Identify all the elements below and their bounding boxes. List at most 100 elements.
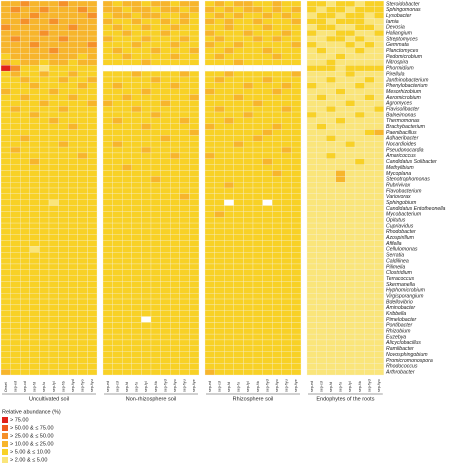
heatmap-cell (68, 222, 78, 230)
heatmap-cell (141, 141, 152, 148)
heatmap-cell (58, 275, 69, 282)
heatmap-cell (112, 70, 123, 78)
heatmap-cell (58, 59, 69, 66)
heatmap-cell (252, 94, 263, 101)
heatmap-cell (374, 205, 384, 212)
heatmap-cell (262, 53, 273, 60)
heatmap-cell (291, 217, 302, 224)
row-label: Ramlibacter (386, 346, 414, 352)
heatmap-cell (189, 100, 200, 107)
heatmap-cell (160, 217, 171, 224)
row-label: Arthrobacter (385, 369, 415, 375)
row-label: Lysobacter (386, 13, 412, 19)
heatmap-cell (150, 70, 161, 78)
heatmap-cell (189, 339, 200, 346)
heatmap-cell (243, 59, 254, 66)
heatmap-cell (102, 146, 113, 154)
heatmap-cell (150, 357, 161, 364)
row-label: Pimelobacter (386, 317, 417, 323)
heatmap-cell (243, 217, 254, 224)
heatmap-cell (150, 351, 161, 358)
heatmap-cell (214, 316, 225, 323)
heatmap-cell (345, 0, 356, 7)
heatmap-cell (291, 65, 302, 72)
heatmap-cell (252, 246, 263, 253)
heatmap-cell (354, 339, 365, 346)
heatmap-cell (68, 24, 78, 31)
heatmap-cell (39, 298, 50, 306)
heatmap-cell (281, 123, 292, 130)
heatmap-cell (77, 205, 88, 212)
heatmap-cell (58, 322, 69, 329)
heatmap-cell (141, 287, 152, 294)
heatmap-cell (281, 88, 292, 95)
heatmap-cell (141, 217, 152, 224)
heatmap-cell (87, 30, 98, 37)
heatmap-cell (243, 310, 254, 317)
heatmap-cell (48, 76, 59, 83)
heatmap-cell (243, 106, 254, 113)
heatmap-cell (102, 310, 113, 317)
heatmap-cell (291, 199, 302, 206)
heatmap-cell (224, 369, 234, 376)
heatmap-cell (48, 123, 59, 130)
heatmap-cell (326, 234, 336, 241)
row-label: Bdellovibrio (386, 299, 413, 305)
heatmap-cell (354, 240, 365, 247)
heatmap-cell (306, 135, 317, 142)
heatmap-cell (243, 275, 254, 282)
heatmap-cell (214, 322, 225, 329)
heatmap-cell (141, 129, 152, 136)
heatmap-cell (102, 275, 113, 282)
heatmap-cell (335, 257, 346, 265)
heatmap-cell (87, 158, 98, 165)
heatmap-cell (150, 269, 161, 276)
heatmap-cell (272, 205, 282, 212)
heatmap-cell (112, 117, 123, 124)
heatmap-cell (364, 111, 375, 119)
heatmap-cell (262, 129, 273, 136)
heatmap-cell (179, 182, 190, 189)
heatmap-cell (272, 164, 282, 171)
heatmap-cell (306, 193, 317, 200)
heatmap-cell (281, 82, 292, 89)
heatmap-cell (29, 106, 40, 113)
heatmap-cell (141, 152, 152, 159)
column-label: sep-fiyu (90, 379, 94, 392)
heatmap-cell (58, 333, 69, 341)
heatmap-cell (262, 123, 273, 130)
heatmap-cell (243, 158, 254, 165)
heatmap-cell (170, 65, 180, 72)
heatmap-cell (262, 146, 273, 154)
heatmap-cell (252, 240, 263, 247)
heatmap-cell (39, 146, 50, 154)
heatmap-cell (29, 187, 40, 194)
heatmap-cell (122, 182, 132, 189)
heatmap-cell (131, 176, 142, 183)
heatmap-cell (68, 281, 78, 288)
heatmap-cell (102, 182, 113, 189)
heatmap-cell (316, 117, 327, 124)
heatmap-cell (112, 252, 123, 259)
heatmap-cell (29, 100, 40, 107)
heatmap-cell (102, 316, 113, 323)
heatmap-cell (39, 158, 50, 165)
heatmap-cell (131, 193, 142, 200)
heatmap-cell (141, 293, 152, 300)
heatmap-cell (243, 82, 254, 89)
heatmap-cell (179, 310, 190, 317)
heatmap-cell (68, 257, 78, 265)
column-label: sep-fiyo (173, 379, 177, 392)
heatmap-cell (272, 76, 282, 83)
heatmap-cell (243, 53, 254, 60)
heatmap-cell (291, 94, 302, 101)
heatmap-cell (179, 234, 190, 241)
heatmap-cell (281, 304, 292, 311)
heatmap-cell (150, 234, 161, 241)
heatmap-cell (306, 357, 317, 364)
heatmap-cell (131, 234, 142, 241)
row-label: Devosia (386, 25, 405, 31)
heatmap-cell (170, 106, 180, 113)
heatmap-cell (252, 18, 263, 25)
heatmap-cell (102, 88, 113, 95)
